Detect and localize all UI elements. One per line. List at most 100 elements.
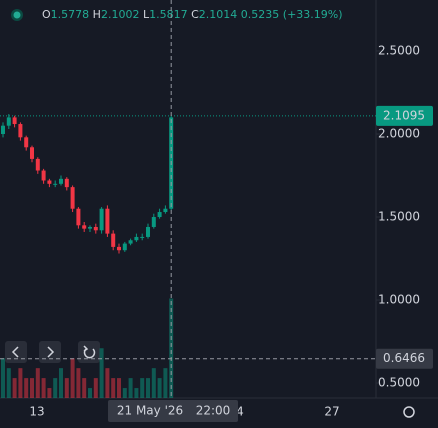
candle-body <box>1 125 5 134</box>
crosshair-price-tag <box>376 348 433 369</box>
candle <box>59 175 63 186</box>
candle-body <box>157 212 162 218</box>
volume-bar <box>128 378 133 398</box>
header-part: 2.1014 <box>199 8 238 21</box>
candle <box>111 230 116 251</box>
candle <box>88 225 92 232</box>
candle-body <box>117 246 121 251</box>
candle-body <box>30 147 34 159</box>
volume-bar <box>82 378 87 398</box>
volume-bar <box>30 378 34 398</box>
volume-bar <box>122 388 127 398</box>
scroll-left-button[interactable] <box>5 341 27 363</box>
candle <box>30 145 34 163</box>
y-tick-label: 1.5000 <box>378 210 420 224</box>
candle-body <box>24 137 29 148</box>
candle <box>35 157 40 174</box>
volume-bar <box>169 298 174 398</box>
header-part: 0.5235 <box>241 8 280 21</box>
candle-body <box>146 226 150 237</box>
crosshair-time-label: 22:00 <box>196 404 231 418</box>
volume-bar <box>146 378 150 398</box>
volume-bar <box>88 388 92 398</box>
reset-button[interactable] <box>78 341 100 363</box>
candle <box>76 207 81 229</box>
candle <box>128 238 133 246</box>
last-price-tag <box>376 105 433 126</box>
candle-body <box>128 240 133 244</box>
volume-bar <box>76 368 81 398</box>
candle-body <box>70 187 75 209</box>
settings-button[interactable] <box>403 406 415 418</box>
y-tick-label: 2.0000 <box>378 126 420 140</box>
candle <box>157 208 162 219</box>
crosshair-time-label: 21 May '26 <box>117 404 183 418</box>
volume-bar <box>47 388 52 398</box>
volume-bar <box>105 368 110 398</box>
candle-body <box>134 236 139 241</box>
candle <box>122 241 127 252</box>
volume-bar <box>117 378 121 398</box>
icon <box>83 345 89 352</box>
nav-buttons <box>5 341 100 363</box>
scroll-right-button[interactable] <box>39 341 61 363</box>
icon <box>47 346 55 358</box>
candle <box>24 135 29 151</box>
candle <box>140 233 145 241</box>
header-part: 1.5778 <box>51 8 90 21</box>
candle <box>47 178 52 188</box>
candle <box>41 168 46 184</box>
header-part: 1.5817 <box>149 8 188 21</box>
candle-body <box>122 243 127 251</box>
candle <box>99 207 104 234</box>
candle-body <box>163 208 168 213</box>
volume-bar <box>140 378 145 398</box>
candle-body <box>99 208 104 231</box>
volume-bar <box>111 378 116 398</box>
volume-bar <box>24 378 29 398</box>
candle <box>18 122 23 141</box>
candle <box>151 213 156 229</box>
volume-bar <box>53 378 58 398</box>
volume-bar <box>70 358 75 398</box>
candle <box>64 177 69 191</box>
header-part: (+33.19%) <box>283 8 343 21</box>
header-part: C <box>191 8 199 21</box>
x-tick-label: 4 <box>236 405 244 419</box>
candle-body <box>12 117 17 125</box>
volume-bars <box>1 298 174 398</box>
candle <box>93 223 98 234</box>
candle-body <box>151 217 156 227</box>
candle <box>6 114 11 130</box>
x-tick-label: 27 <box>324 405 339 419</box>
header-part: O <box>42 8 51 21</box>
header-part: 2.1002 <box>101 8 140 21</box>
ohlc-header: O1.5778 H2.1002 L1.5817 C2.1014 0.5235 (… <box>42 8 343 21</box>
volume-bar <box>35 368 40 398</box>
candle <box>163 205 168 214</box>
y-tick-label: 1.0000 <box>378 293 420 307</box>
candle <box>1 122 5 138</box>
candle-body <box>82 225 87 229</box>
candle-body <box>64 178 69 188</box>
candle <box>82 221 87 232</box>
volume-bar <box>151 368 156 398</box>
candle-body <box>35 158 40 171</box>
volume-bar <box>99 348 104 398</box>
volume-bar <box>93 378 98 398</box>
candle-body <box>59 178 63 184</box>
candle <box>70 185 75 213</box>
volume-bar <box>41 378 46 398</box>
candle <box>146 223 150 239</box>
header-part: H <box>93 8 101 21</box>
volume-bar <box>18 368 23 398</box>
icon <box>11 346 19 358</box>
candle-body <box>111 233 116 247</box>
y-tick-label: 2.5000 <box>378 43 420 57</box>
header-part: L <box>143 8 150 21</box>
candle-body <box>18 124 23 138</box>
candle <box>105 205 110 237</box>
candle-body <box>93 226 98 231</box>
volume-bar <box>1 358 5 398</box>
